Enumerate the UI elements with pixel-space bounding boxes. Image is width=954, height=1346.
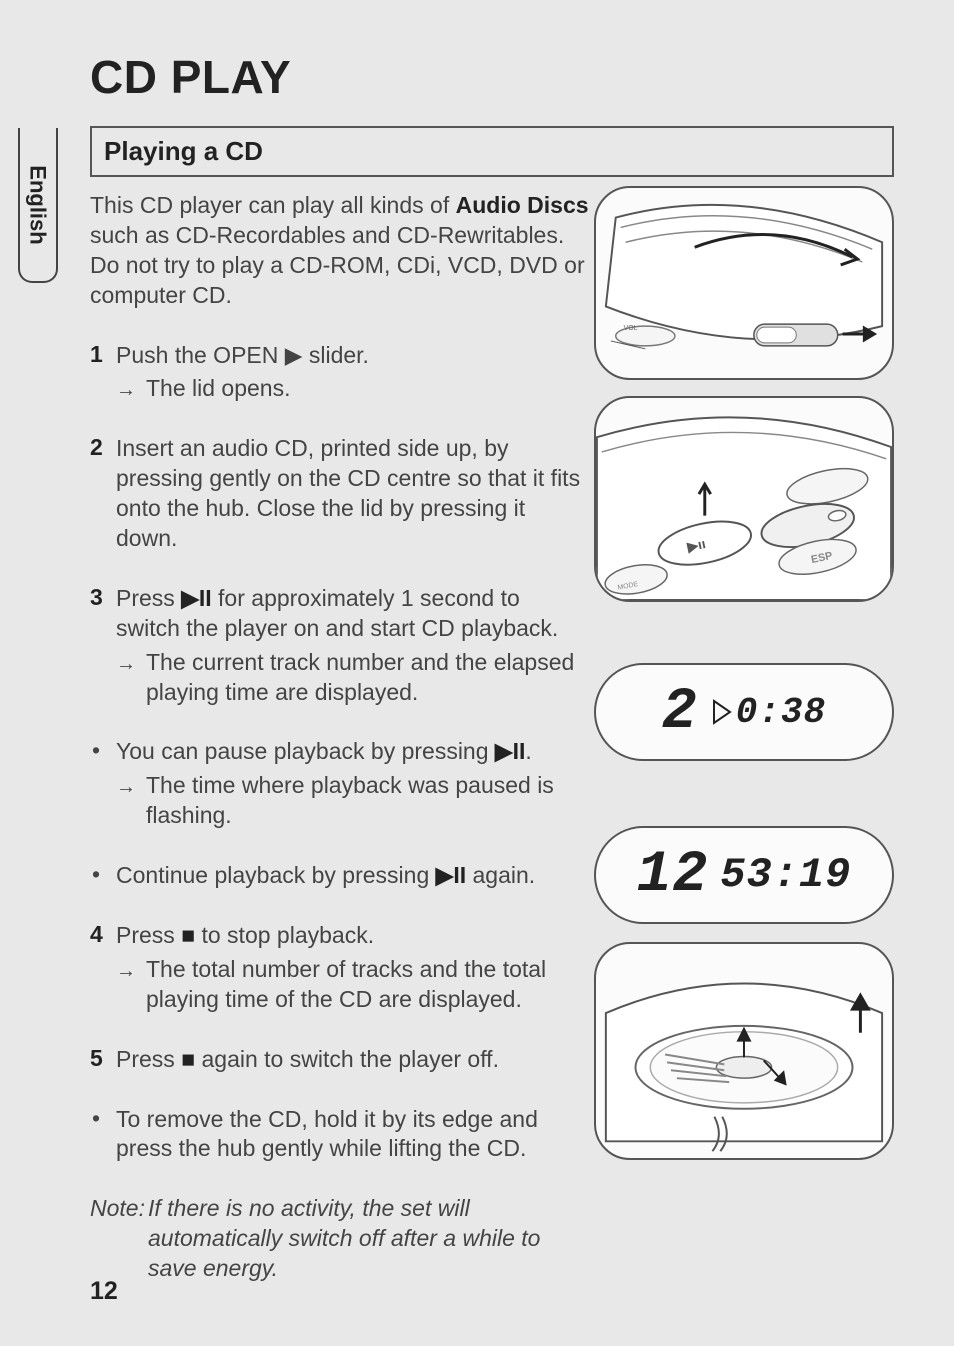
intro-paragraph: This CD player can play all kinds of Aud…: [90, 191, 590, 311]
intro-bold: Audio Discs: [456, 192, 589, 218]
play-pause-icon: ▶II: [181, 585, 211, 611]
step-body: To remove the CD, hold it by its edge an…: [116, 1105, 590, 1165]
figure-display-total: 12 53:19: [594, 826, 894, 924]
step-result-text: The total number of tracks and the total…: [146, 955, 590, 1015]
step-text: slider.: [302, 342, 368, 368]
lcd-display: 12 53:19: [596, 828, 892, 922]
total-time: 53:19: [720, 851, 851, 899]
step-text: Press: [116, 922, 181, 948]
arrow-icon: →: [116, 955, 146, 1015]
intro-text-1: This CD player can play all kinds of: [90, 192, 456, 218]
step-result: → The current track number and the elaps…: [116, 648, 590, 708]
step-body: Press ■ to stop playback. → The total nu…: [116, 921, 590, 1015]
play-icon: ▶: [285, 342, 303, 368]
play-pause-icon: ▶II: [436, 862, 466, 888]
remove-cd-illustration: [596, 944, 892, 1159]
open-slider-illustration: VOL: [596, 188, 892, 379]
step-number: 4: [90, 921, 116, 1015]
step-result: → The lid opens.: [116, 374, 590, 404]
step-5: 5 Press ■ again to switch the player off…: [90, 1045, 590, 1075]
language-label: English: [25, 165, 51, 244]
bullet-icon: •: [90, 1105, 116, 1165]
step-number: 3: [90, 584, 116, 708]
step-text: Continue playback by pressing: [116, 862, 436, 888]
bullet-continue: • Continue playback by pressing ▶II agai…: [90, 861, 590, 891]
arrow-icon: →: [116, 771, 146, 831]
step-result: → The total number of tracks and the tot…: [116, 955, 590, 1015]
step-text: again to switch the player off.: [195, 1046, 499, 1072]
note-label: Note:: [90, 1194, 148, 1224]
vol-label: VOL: [624, 325, 638, 332]
step-text: Insert an audio CD, printed side up, by …: [116, 435, 580, 551]
stop-icon: ■: [181, 922, 195, 948]
page-number: 12: [90, 1277, 118, 1306]
arrow-icon: →: [116, 374, 146, 404]
step-text: To remove the CD, hold it by its edge an…: [116, 1106, 538, 1162]
total-tracks: 12: [637, 843, 709, 908]
stop-icon: ■: [181, 1046, 195, 1072]
figure-display-playing: 2 0:38: [594, 663, 894, 761]
step-text: .: [525, 738, 531, 764]
step-result-text: The current track number and the elapsed…: [146, 648, 590, 708]
figure-remove-cd: [594, 942, 894, 1160]
section-heading-box: Playing a CD: [90, 126, 894, 177]
bullet-remove: • To remove the CD, hold it by its edge …: [90, 1105, 590, 1165]
page-title: CD PLAY: [90, 50, 894, 104]
step-1: 1 Push the OPEN ▶ slider. → The lid open…: [90, 341, 590, 405]
track-number: 2: [662, 680, 698, 745]
steps-list: 1 Push the OPEN ▶ slider. → The lid open…: [90, 341, 590, 1165]
step-number: 5: [90, 1045, 116, 1075]
step-number: 1: [90, 341, 116, 405]
bullet-icon: •: [90, 737, 116, 831]
step-text: again.: [466, 862, 535, 888]
play-indicator-icon: [710, 697, 736, 727]
section-title: Playing a CD: [104, 136, 880, 167]
step-body: Press ■ again to switch the player off.: [116, 1045, 590, 1075]
lcd-display: 2 0:38: [596, 665, 892, 759]
note-paragraph: Note:If there is no activity, the set wi…: [90, 1194, 610, 1284]
figure-open-slider: VOL: [594, 186, 894, 380]
step-result-text: The time where playback was paused is fl…: [146, 771, 590, 831]
manual-page: English CD PLAY Playing a CD This CD pla…: [0, 0, 954, 1346]
step-body: Continue playback by pressing ▶II again.: [116, 861, 590, 891]
step-result-text: The lid opens.: [146, 374, 290, 404]
step-text: You can pause playback by pressing: [116, 738, 495, 764]
figure-play-button: ESP ▶ıı MODE: [594, 396, 894, 602]
language-tab: English: [18, 128, 58, 283]
step-body: Push the OPEN ▶ slider. → The lid opens.: [116, 341, 590, 405]
intro-text-2: such as CD-Recordables and CD-Rewritable…: [90, 222, 585, 308]
step-result: → The time where playback was paused is …: [116, 771, 590, 831]
note-text: If there is no activity, the set will au…: [148, 1194, 593, 1284]
step-text: Press: [116, 585, 181, 611]
step-body: You can pause playback by pressing ▶II. …: [116, 737, 590, 831]
step-body: Press ▶II for approximately 1 second to …: [116, 584, 590, 708]
step-number: 2: [90, 434, 116, 554]
step-text: to stop playback.: [195, 922, 374, 948]
bullet-pause: • You can pause playback by pressing ▶II…: [90, 737, 590, 831]
arrow-icon: →: [116, 648, 146, 708]
step-text: Press: [116, 1046, 181, 1072]
elapsed-time: 0:38: [736, 692, 826, 733]
step-4: 4 Press ■ to stop playback. → The total …: [90, 921, 590, 1015]
step-2: 2 Insert an audio CD, printed side up, b…: [90, 434, 590, 554]
step-body: Insert an audio CD, printed side up, by …: [116, 434, 590, 554]
play-pause-icon: ▶II: [495, 738, 525, 764]
step-3: 3 Press ▶II for approximately 1 second t…: [90, 584, 590, 708]
play-button-illustration: ESP ▶ıı MODE: [596, 398, 892, 600]
step-text: Push the OPEN: [116, 342, 285, 368]
bullet-icon: •: [90, 861, 116, 891]
